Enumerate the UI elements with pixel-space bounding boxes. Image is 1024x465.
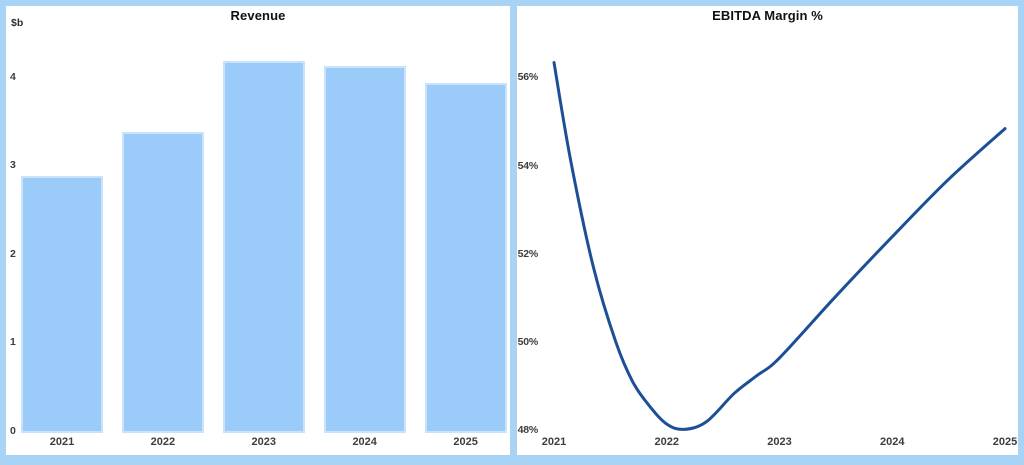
y-axis-tick-label: 56%: [517, 71, 539, 84]
x-axis-tick-label: 2023: [251, 436, 277, 448]
x-axis-tick-label: 2022: [150, 436, 176, 448]
x-axis-tick-label: 2022: [654, 436, 679, 448]
x-axis-tick-label: 2025: [992, 436, 1018, 448]
x-axis-tick-label: 2025: [453, 436, 478, 448]
x-axis-tick-label: 2021: [49, 436, 75, 448]
y-axis-tick-label: 3: [10, 159, 16, 171]
revenue-chart-title: Revenue: [230, 8, 286, 23]
y-axis-tick-label: 0: [10, 424, 16, 437]
revenue-bar-2021[interactable]: [21, 176, 103, 433]
revenue-bar-2025[interactable]: [424, 83, 507, 433]
y-axis-tick-label: 48%: [517, 424, 539, 437]
ebitda-margin-chart-panel: EBITDA Margin % 56% 54% 52% 50% 48% 2021 2022 2…: [517, 6, 1018, 455]
revenue-bar-2024[interactable]: [323, 65, 406, 433]
ebitda-margin-chart-title: EBITDA Margin %: [712, 8, 823, 23]
y-axis-tick-label: 4: [10, 70, 16, 83]
x-axis-tick-label: 2023: [767, 436, 792, 448]
y-axis-tick-label: 1: [10, 336, 16, 348]
revenue-bar-2023[interactable]: [222, 61, 305, 433]
y-axis-tick-label: 52%: [517, 247, 539, 260]
y-axis-unit-label: $b: [11, 17, 24, 29]
x-axis-tick-label: 2021: [541, 436, 567, 448]
x-axis-tick-label: 2024: [880, 436, 905, 448]
y-axis-tick-label: 54%: [517, 159, 539, 172]
ebitda-margin-line[interactable]: [552, 61, 1007, 431]
y-axis-tick-label: 50%: [517, 336, 539, 348]
revenue-bar-2022[interactable]: [121, 132, 204, 433]
ebitda-margin-line-plot: [552, 61, 1007, 431]
y-axis-tick-label: 2: [10, 247, 16, 260]
revenue-chart-panel: Revenue $b 0 1 2 3 4 2021 2022 2023 2024 2025: [6, 6, 510, 455]
x-axis-tick-label: 2024: [352, 436, 377, 448]
